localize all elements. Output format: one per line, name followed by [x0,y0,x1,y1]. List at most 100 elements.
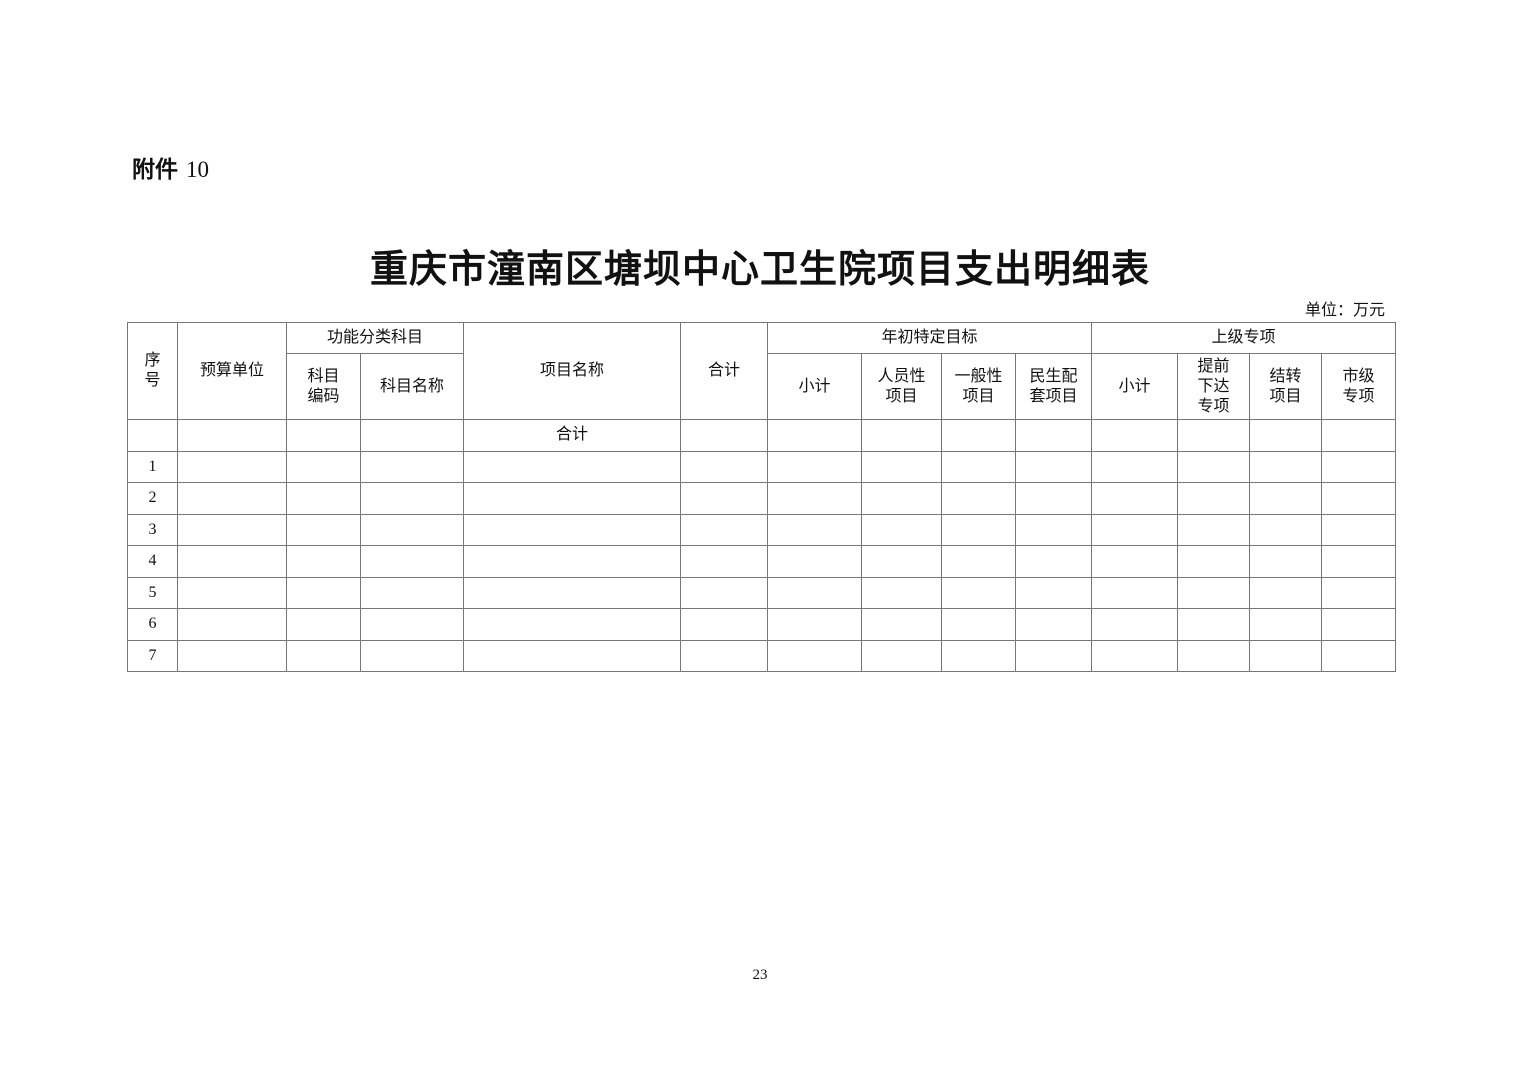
cell [1177,608,1251,641]
cell [463,513,682,546]
cell [1249,513,1323,546]
cell [861,482,943,515]
table-row: 4 [127,545,1397,578]
cell [861,576,943,609]
attachment-number: 10 [186,157,209,182]
total-row-label: 合计 [463,419,682,452]
cell [177,576,287,609]
cell [359,419,465,452]
cell [1249,639,1323,672]
cell [1321,576,1397,609]
row-number: 4 [127,545,178,578]
header-project-name: 项目名称 [463,322,682,420]
page-title: 重庆市潼南区塘坝中心卫生院项目支出明细表 [369,249,1150,291]
table-row: 5 [127,576,1397,609]
cell [1015,608,1093,641]
row-number: 6 [127,608,178,641]
cell [1249,545,1323,578]
cell [463,545,682,578]
cell [1091,608,1179,641]
cell [1321,482,1397,515]
cell [1177,513,1251,546]
expenditure-table: 序号 预算单位 功能分类科目 项目名称 合计 年初特定目标 上级专项 科目编码 … [127,322,1397,672]
cell [463,576,682,609]
cell [1091,576,1179,609]
header-func-class: 功能分类科目 [285,322,465,354]
cell [1249,419,1323,452]
cell [286,419,361,452]
cell [1249,482,1323,515]
cell [941,545,1017,578]
cell [767,419,863,452]
cell [1177,545,1251,578]
cell [286,608,361,641]
cell [941,513,1017,546]
cell [1321,545,1397,578]
attachment-text: 附件 [132,157,178,182]
cell [861,545,943,578]
cell [767,513,863,546]
cell [1015,513,1093,546]
cell [1015,576,1093,609]
cell [177,608,287,641]
row-number: 7 [127,639,178,672]
header-sp-advance: 提前下达专项 [1177,353,1251,420]
cell [359,482,465,515]
cell [359,545,465,578]
cell [767,576,863,609]
cell [1321,608,1397,641]
table-row: 7 [127,639,1397,672]
cell [177,450,287,483]
header-sp-city: 市级专项 [1321,353,1397,420]
cell [177,639,287,672]
cell [680,450,769,483]
cell [941,639,1017,672]
header-at-livelihood: 民生配套项目 [1015,353,1093,420]
table-row: 2 [127,482,1397,515]
cell [861,608,943,641]
cell [1321,450,1397,483]
header-row-2: 科目编码 科目名称 小计 人员性项目 一般性项目 民生配套项目 小计 提前下达专… [128,353,1397,420]
cell [1015,419,1093,452]
cell [177,545,287,578]
cell [1177,450,1251,483]
header-at-personnel: 人员性项目 [861,353,943,420]
header-superior: 上级专项 [1091,322,1397,354]
total-row: 合计 [127,419,1397,452]
cell [177,419,287,452]
row-number: 2 [127,482,178,515]
cell [767,608,863,641]
cell [1249,576,1323,609]
cell [1177,482,1251,515]
table-row: 6 [127,608,1397,641]
header-seq: 序号 [127,322,178,420]
table-row: 1 [127,450,1397,483]
cell [680,419,769,452]
cell [1249,608,1323,641]
cell [1249,450,1323,483]
cell [767,450,863,483]
page-number: 23 [752,967,768,983]
cell [767,482,863,515]
cell [286,639,361,672]
cell [463,450,682,483]
cell [1015,639,1093,672]
cell [1091,419,1179,452]
header-sp-carryover: 结转项目 [1249,353,1323,420]
cell [463,608,682,641]
table-row: 3 [127,513,1397,546]
cell [127,419,178,452]
cell [286,482,361,515]
cell [861,513,943,546]
header-at-subtotal: 小计 [767,353,863,420]
cell [1015,545,1093,578]
cell [359,450,465,483]
header-at-general: 一般性项目 [941,353,1017,420]
cell [177,513,287,546]
unit-label: 单位：万元 [1304,302,1385,319]
cell [680,608,769,641]
header-row-1: 序号 预算单位 功能分类科目 项目名称 合计 年初特定目标 上级专项 [127,322,1397,420]
cell [359,639,465,672]
cell [1091,639,1179,672]
header-budget-unit: 预算单位 [177,322,287,420]
